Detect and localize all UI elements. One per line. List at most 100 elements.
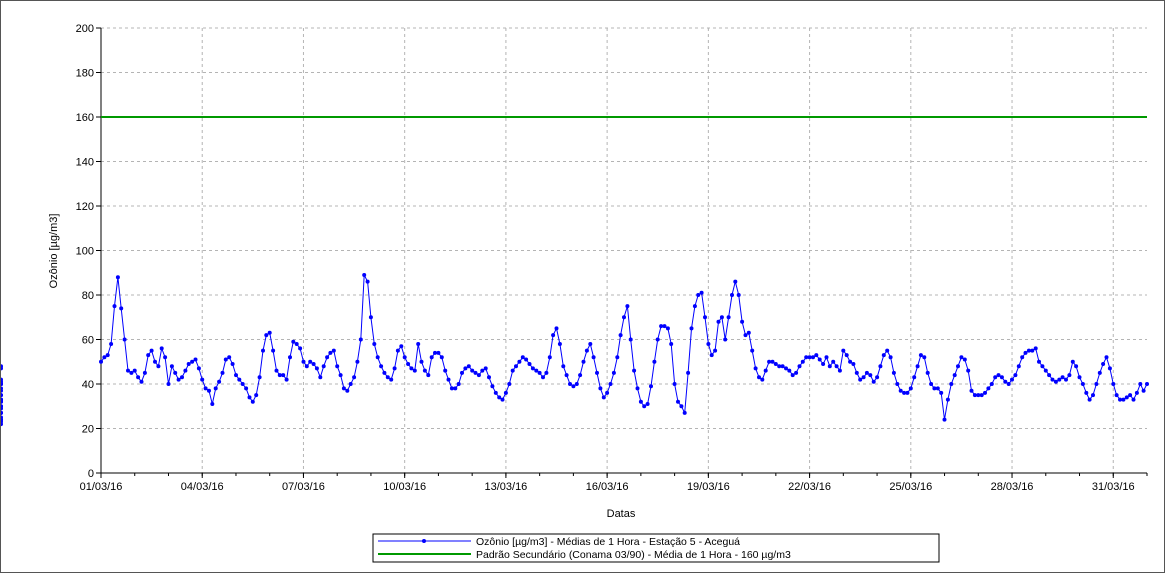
ozone-data-point xyxy=(959,355,964,360)
ozone-data-point xyxy=(362,273,367,277)
ozone-data-point xyxy=(507,382,512,386)
ozone-data-point xyxy=(254,393,259,398)
ozone-data-point xyxy=(598,386,603,391)
ozone-data-point xyxy=(382,370,387,375)
ozone-data-point xyxy=(372,342,377,346)
ozone-data-point xyxy=(672,382,677,386)
ozone-data-point xyxy=(547,355,552,360)
x-tick-label: 31/03/16 xyxy=(1092,481,1135,493)
ozone-data-point xyxy=(227,355,232,360)
legend-label-standard: Padrão Secundário (Conama 03/90) - Média… xyxy=(476,549,791,561)
ozone-data-point xyxy=(1114,393,1119,398)
ozone-data-point xyxy=(797,364,802,369)
ozone-data-point xyxy=(932,386,937,391)
ozone-data-point xyxy=(821,362,826,366)
ozone-data-point xyxy=(412,368,417,373)
ozone-data-point xyxy=(335,364,340,369)
ozone-data-point xyxy=(578,373,583,378)
ozone-data-point xyxy=(0,415,3,420)
ozone-data-point xyxy=(392,366,397,371)
ozone-data-point xyxy=(561,364,566,369)
ozone-data-point xyxy=(115,275,120,280)
ozone-data-point xyxy=(966,368,971,373)
ozone-data-point xyxy=(433,350,437,355)
ozone-data-point xyxy=(929,382,934,386)
x-tick-label: 19/03/16 xyxy=(687,481,730,493)
ozone-data-point xyxy=(298,346,303,351)
ozone-data-point xyxy=(453,386,458,391)
ozone-data-point xyxy=(915,364,920,369)
x-tick-label: 22/03/16 xyxy=(788,481,831,493)
ozone-data-point xyxy=(645,402,650,406)
ozone-data-point xyxy=(429,355,434,360)
ozone-data-point xyxy=(1111,382,1116,386)
ozone-data-point xyxy=(267,330,272,335)
ozone-data-point xyxy=(281,373,286,378)
ozone-data-point xyxy=(888,355,893,360)
ozone-data-point xyxy=(210,402,215,406)
ozone-data-point xyxy=(625,304,630,309)
ozone-data-point xyxy=(1064,377,1068,382)
ozone-data-point xyxy=(470,368,475,373)
ozone-data-point xyxy=(1013,373,1018,378)
ozone-data-point xyxy=(574,382,579,386)
ozone-data-point xyxy=(524,357,529,362)
ozone-data-point xyxy=(851,362,856,366)
ozone-data-point xyxy=(311,362,316,366)
ozone-data-point xyxy=(730,293,734,297)
ozone-data-point xyxy=(490,384,495,389)
ozone-data-point xyxy=(132,368,137,373)
ozone-data-point xyxy=(733,279,738,284)
ozone-data-point xyxy=(368,315,373,320)
ozone-data-point xyxy=(969,388,974,393)
ozone-data-point xyxy=(122,337,127,342)
ozone-data-point xyxy=(126,368,130,373)
ozone-data-point xyxy=(426,373,431,378)
ozone-data-point xyxy=(534,368,539,373)
ozone-data-point xyxy=(632,368,637,373)
ozone-data-point xyxy=(402,355,407,360)
ozone-data-point xyxy=(854,370,859,375)
ozone-data-point xyxy=(399,344,404,349)
y-axis-label: Ozônio [µg/m3] xyxy=(48,214,60,289)
ozone-data-point xyxy=(520,355,525,360)
ozone-data-point xyxy=(325,355,330,360)
ozone-data-point xyxy=(993,375,998,380)
ozone-data-point xyxy=(638,399,643,404)
ozone-data-point xyxy=(615,355,620,360)
ozone-data-point xyxy=(0,406,3,411)
ozone-data-point xyxy=(669,342,674,346)
ozone-data-point xyxy=(703,315,707,320)
ozone-data-point xyxy=(230,362,235,366)
x-tick-label: 28/03/16 xyxy=(991,481,1034,493)
ozone-data-point xyxy=(186,362,191,366)
ozone-data-point xyxy=(709,353,714,358)
ozone-data-point xyxy=(601,395,606,400)
ozone-data-point xyxy=(301,359,306,364)
ozone-data-point xyxy=(500,397,505,402)
ozone-data-point xyxy=(922,355,927,360)
ozone-data-point xyxy=(146,353,151,358)
ozone-data-point xyxy=(460,370,464,375)
ozone-data-point xyxy=(676,399,680,404)
ozone-data-point xyxy=(554,326,559,331)
ozone-data-point xyxy=(129,370,134,375)
ozone-data-point xyxy=(291,339,296,344)
ozone-data-point xyxy=(628,337,633,342)
ozone-data-point xyxy=(328,350,333,355)
ozone-data-point xyxy=(352,375,357,380)
ozone-data-point xyxy=(902,390,907,395)
ozone-data-point xyxy=(264,333,269,338)
x-tick-label: 01/03/16 xyxy=(80,481,123,493)
ozone-data-point xyxy=(935,386,940,391)
ozone-data-point xyxy=(1134,390,1139,395)
ozone-data-point xyxy=(341,386,346,391)
ozone-data-point xyxy=(1094,382,1099,386)
ozone-data-point xyxy=(1104,355,1109,360)
x-tick-label: 16/03/16 xyxy=(586,481,629,493)
ozone-data-point xyxy=(817,357,822,362)
ozone-data-point xyxy=(1043,368,1048,373)
ozone-data-point xyxy=(358,337,363,342)
ozone-data-point xyxy=(190,359,195,364)
legend-box xyxy=(372,533,940,563)
